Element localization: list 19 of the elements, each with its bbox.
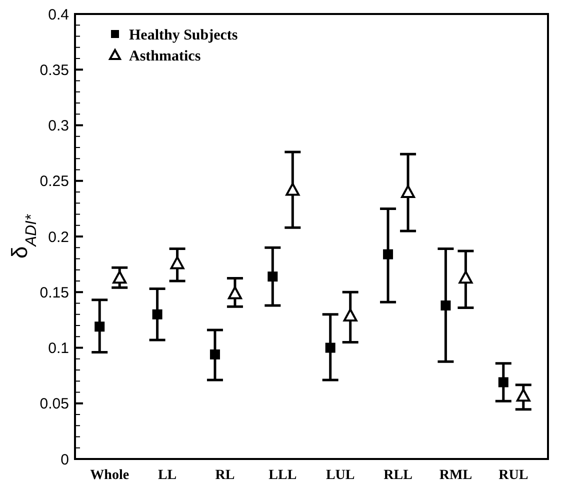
x-tick-label: Whole <box>90 468 130 483</box>
x-tick-label: LUL <box>326 468 355 483</box>
y-tick-label: 0.35 <box>40 62 69 79</box>
y-tick-label: 0 <box>60 451 69 468</box>
y-tick-label: 0.05 <box>40 396 69 413</box>
x-tick-label: LL <box>158 468 177 483</box>
y-tick-label: 0.25 <box>40 173 69 190</box>
y-tick-label: 0.3 <box>48 118 69 134</box>
x-tick-label: LLL <box>268 468 297 483</box>
x-tick-label: RUL <box>498 468 528 483</box>
x-tick-label: RML <box>439 468 472 483</box>
y-tick-label: 0.2 <box>48 228 69 246</box>
legend-label: Healthy Subjects <box>129 27 238 44</box>
y-tick-label: 0.4 <box>48 6 69 24</box>
y-tick-label: 0.1 <box>48 340 69 357</box>
x-tick-label: RLL <box>384 468 412 483</box>
y-tick-label: 0.15 <box>40 284 69 302</box>
x-tick-label: RL <box>215 468 235 483</box>
legend-label: Asthmatics <box>129 48 201 64</box>
